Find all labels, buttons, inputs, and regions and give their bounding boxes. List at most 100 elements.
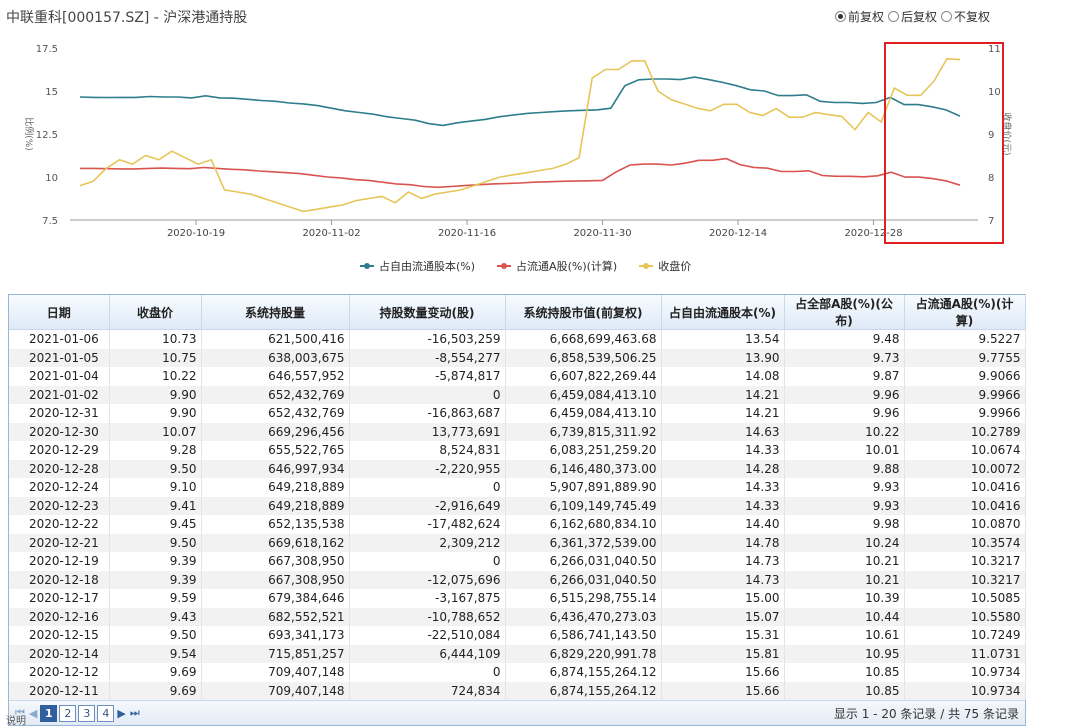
table-cell: 10.44 (784, 607, 905, 626)
table-row[interactable]: 2021-01-06 10.73 621,500,416 -16,503,259 6,6… (9, 329, 1026, 349)
table-cell: 15.66 (661, 663, 785, 682)
left-tick-label: 17.5 (36, 44, 58, 55)
table-cell: 9.93 (784, 478, 905, 497)
table-row[interactable]: 2020-12-29 9.28 655,522,765 8,524,831 6,083,… (9, 441, 1026, 460)
table-cell: -16,863,687 (349, 404, 506, 423)
radio-dot[interactable] (887, 11, 899, 22)
table-row[interactable]: 2020-12-19 9.39 667,308,950 0 6,266,031,040.… (9, 552, 1026, 571)
table-cell: 14.73 (661, 552, 785, 571)
table-cell: 5,907,891,889.90 (505, 478, 662, 497)
column-header[interactable]: 占流通A股(%)(计算) (904, 295, 1026, 330)
table-cell: 10.7249 (904, 626, 1026, 645)
table-cell: 9.48 (784, 329, 905, 349)
table-cell: 679,384,646 (201, 589, 350, 608)
legend-item-tradable-a[interactable]: 占流通A股(%)(计算) (497, 258, 617, 274)
table-cell: 715,851,257 (201, 644, 350, 663)
table-cell: 621,500,416 (201, 329, 350, 349)
left-tick-label: 7.5 (42, 216, 58, 227)
table-row[interactable]: 2020-12-17 9.59 679,384,646 -3,167,875 6,515… (9, 589, 1026, 608)
table-cell: 2020-12-11 (9, 681, 110, 700)
radio-forward-adjust[interactable]: 前复权 (834, 8, 884, 25)
radio-dot[interactable] (834, 11, 846, 22)
table-cell: 9.90 (109, 385, 202, 404)
table-cell: 10.22 (109, 367, 202, 386)
column-header[interactable]: 占自由流通股本(%) (661, 295, 785, 330)
page-button-3[interactable]: 3 (78, 704, 96, 722)
next-page-icon[interactable]: ▶ (117, 706, 126, 720)
pager: ⏮ ◀ 1 2 3 4 ▶ ⏭ 显示 1 - 20 条记录 / 共 75 条记录 (9, 700, 1025, 725)
table-row[interactable]: 2020-12-22 9.45 652,135,538 -17,482,624 6,16… (9, 515, 1026, 534)
pager-info: 显示 1 - 20 条记录 / 共 75 条记录 (833, 706, 1019, 721)
left-tick-label: 15 (45, 87, 58, 98)
table-cell: 9.7755 (904, 348, 1026, 367)
table-row[interactable]: 2021-01-04 10.22 646,557,952 -5,874,817 6,60… (9, 367, 1026, 386)
prev-page-icon[interactable]: ◀ (28, 706, 38, 720)
page-button-1[interactable]: 1 (40, 704, 58, 722)
table-cell: 6,858,539,506.25 (505, 348, 662, 367)
table-cell: 15.00 (661, 589, 785, 608)
table-row[interactable]: 2020-12-14 9.54 715,851,257 6,444,109 6,829,… (9, 644, 1026, 663)
column-header[interactable]: 收盘价 (109, 295, 202, 330)
table-cell: 682,552,521 (201, 607, 350, 626)
column-header[interactable]: 持股数量变动(股) (349, 295, 506, 330)
highlight-box (884, 42, 1004, 244)
table-row[interactable]: 2020-12-28 9.50 646,997,934 -2,220,955 6,146… (9, 459, 1026, 478)
table-cell: 10.3217 (904, 570, 1026, 589)
table-cell: 9.59 (109, 589, 202, 608)
table-cell: 2020-12-15 (9, 626, 110, 645)
table-cell: 10.3574 (904, 533, 1026, 552)
radio-no-adjust[interactable]: 不复权 (940, 8, 990, 25)
table-cell: -22,510,084 (349, 626, 506, 645)
table-row[interactable]: 2021-01-02 9.90 652,432,769 0 6,459,084,413.… (9, 385, 1026, 404)
table-body: 2021-01-06 10.73 621,500,416 -16,503,259 6,6… (9, 329, 1026, 700)
table-row[interactable]: 2020-12-31 9.90 652,432,769 -16,863,687 6,45… (9, 404, 1026, 423)
radio-dot[interactable] (940, 11, 952, 22)
table-cell: 10.0674 (904, 441, 1026, 460)
table-cell: 2020-12-19 (9, 552, 110, 571)
table-cell: 9.50 (109, 459, 202, 478)
table-row[interactable]: 2020-12-11 9.69 709,407,148 724,834 6,874,15… (9, 681, 1026, 700)
table-cell: -2,220,955 (349, 459, 506, 478)
table-cell: 9.50 (109, 626, 202, 645)
table-cell: 9.96 (784, 404, 905, 423)
column-header[interactable]: 日期 (9, 295, 110, 330)
column-header[interactable]: 系统持股量 (201, 295, 350, 330)
table-row[interactable]: 2020-12-23 9.41 649,218,889 -2,916,649 6,109… (9, 496, 1026, 515)
table-row[interactable]: 2020-12-15 9.50 693,341,173 -22,510,084 6,58… (9, 626, 1026, 645)
table-cell: 2020-12-12 (9, 663, 110, 682)
column-header[interactable]: 系统持股市值(前复权) (505, 295, 662, 330)
left-tick-label: 10 (45, 173, 58, 184)
table-cell: 2021-01-05 (9, 348, 110, 367)
table-row[interactable]: 2021-01-05 10.75 638,003,675 -8,554,277 6,85… (9, 348, 1026, 367)
table-cell: 10.5580 (904, 607, 1026, 626)
table-cell: 6,436,470,273.03 (505, 607, 662, 626)
table-cell: 14.28 (661, 459, 785, 478)
column-header[interactable]: 占全部A股(%)(公布) (784, 295, 905, 330)
legend-item-close-price[interactable]: 收盘价 (639, 258, 691, 274)
table-cell: -8,554,277 (349, 348, 506, 367)
table-cell: 9.69 (109, 681, 202, 700)
page-button-2[interactable]: 2 (59, 704, 77, 722)
table-row[interactable]: 2020-12-18 9.39 667,308,950 -12,075,696 6,26… (9, 570, 1026, 589)
table-row[interactable]: 2020-12-16 9.43 682,552,521 -10,788,652 6,43… (9, 607, 1026, 626)
table-cell: 10.73 (109, 329, 202, 349)
table-cell: 669,296,456 (201, 422, 350, 441)
radio-backward-adjust[interactable]: 后复权 (887, 8, 937, 25)
table-row[interactable]: 2020-12-21 9.50 669,618,162 2,309,212 6,361,… (9, 533, 1026, 552)
table-cell: 0 (349, 478, 506, 497)
table-row[interactable]: 2020-12-12 9.69 709,407,148 0 6,874,155,264.… (9, 663, 1026, 682)
table-header-row: 日期 收盘价 系统持股量 持股数量变动(股) 系统持股市值(前复权) 占自由流通股本(%)… (9, 295, 1026, 330)
table-cell: 652,432,769 (201, 404, 350, 423)
page-button-4[interactable]: 4 (97, 704, 115, 722)
legend-item-free-float[interactable]: 占自由流通股本(%) (360, 258, 475, 274)
table-cell: 13.54 (661, 329, 785, 349)
table-cell: 0 (349, 663, 506, 682)
last-page-icon[interactable]: ⏭ (129, 706, 140, 719)
table-cell: 649,218,889 (201, 478, 350, 497)
first-page-icon[interactable]: ⏮ (15, 706, 25, 719)
table-row[interactable]: 2020-12-30 10.07 669,296,456 13,773,691 6,73… (9, 422, 1026, 441)
table-cell: 6,459,084,413.10 (505, 385, 662, 404)
table-row[interactable]: 2020-12-24 9.10 649,218,889 0 5,907,891,889.… (9, 478, 1026, 497)
table-cell: 9.96 (784, 385, 905, 404)
table-cell: 9.50 (109, 533, 202, 552)
